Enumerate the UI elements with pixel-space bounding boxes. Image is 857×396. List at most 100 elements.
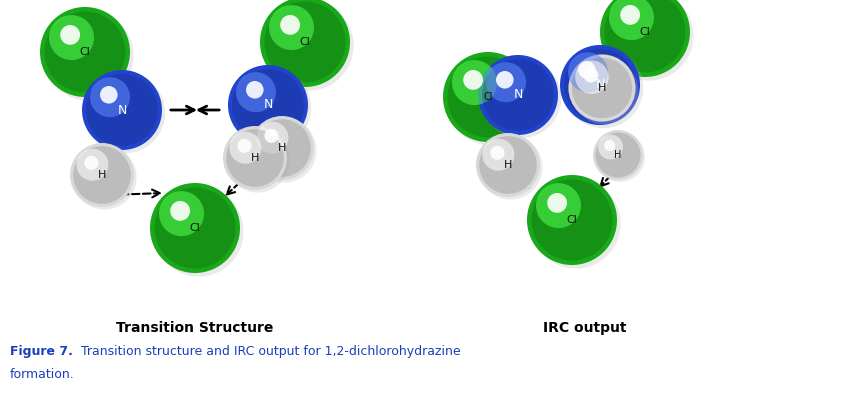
Circle shape bbox=[527, 175, 617, 265]
Circle shape bbox=[159, 191, 204, 236]
Circle shape bbox=[265, 2, 345, 82]
Text: Cl: Cl bbox=[189, 223, 201, 233]
Circle shape bbox=[76, 149, 108, 181]
Text: N: N bbox=[263, 99, 273, 112]
Circle shape bbox=[596, 133, 640, 177]
Circle shape bbox=[230, 132, 261, 164]
Circle shape bbox=[575, 61, 608, 94]
Text: H: H bbox=[251, 153, 259, 163]
Text: H: H bbox=[98, 170, 106, 180]
Circle shape bbox=[45, 11, 125, 93]
Circle shape bbox=[256, 122, 289, 154]
Circle shape bbox=[584, 68, 598, 83]
Circle shape bbox=[223, 126, 287, 190]
Circle shape bbox=[604, 140, 615, 151]
Text: N: N bbox=[513, 88, 523, 101]
Circle shape bbox=[60, 25, 80, 45]
Circle shape bbox=[560, 45, 640, 125]
Circle shape bbox=[154, 187, 236, 268]
Circle shape bbox=[478, 135, 542, 200]
Circle shape bbox=[563, 48, 644, 128]
Text: N: N bbox=[117, 103, 127, 116]
Circle shape bbox=[150, 183, 240, 273]
Circle shape bbox=[153, 187, 243, 276]
Circle shape bbox=[269, 5, 314, 50]
Text: Cl: Cl bbox=[80, 47, 91, 57]
Circle shape bbox=[246, 81, 264, 99]
Circle shape bbox=[482, 59, 554, 131]
Circle shape bbox=[548, 193, 567, 213]
Circle shape bbox=[620, 5, 640, 25]
Text: formation.: formation. bbox=[10, 367, 75, 381]
Circle shape bbox=[496, 71, 513, 89]
Circle shape bbox=[593, 130, 643, 180]
Circle shape bbox=[536, 183, 581, 228]
Circle shape bbox=[530, 179, 620, 268]
Circle shape bbox=[49, 15, 94, 60]
Text: Figure 7.: Figure 7. bbox=[10, 345, 73, 358]
Circle shape bbox=[609, 0, 654, 40]
Circle shape bbox=[446, 55, 536, 146]
Circle shape bbox=[600, 0, 690, 77]
Circle shape bbox=[481, 58, 561, 138]
Circle shape bbox=[226, 129, 284, 187]
Circle shape bbox=[490, 146, 505, 160]
Circle shape bbox=[564, 49, 636, 121]
Circle shape bbox=[598, 135, 623, 160]
Text: Cl: Cl bbox=[483, 92, 493, 102]
Circle shape bbox=[531, 179, 613, 261]
Circle shape bbox=[40, 7, 130, 97]
Circle shape bbox=[464, 70, 483, 90]
Circle shape bbox=[85, 73, 165, 153]
Circle shape bbox=[572, 58, 632, 118]
Circle shape bbox=[171, 201, 190, 221]
Text: Transition structure and IRC output for 1,2-dichlorohydrazine: Transition structure and IRC output for … bbox=[73, 345, 460, 358]
Circle shape bbox=[232, 69, 304, 141]
Circle shape bbox=[225, 129, 290, 192]
Text: N: N bbox=[596, 78, 605, 91]
Circle shape bbox=[479, 136, 536, 194]
Circle shape bbox=[260, 0, 350, 87]
Circle shape bbox=[486, 62, 526, 102]
Text: IRC output: IRC output bbox=[543, 321, 626, 335]
Circle shape bbox=[250, 116, 314, 180]
Circle shape bbox=[452, 60, 497, 105]
Circle shape bbox=[82, 70, 162, 150]
Circle shape bbox=[604, 0, 686, 72]
Circle shape bbox=[595, 132, 645, 182]
Circle shape bbox=[603, 0, 693, 81]
Circle shape bbox=[568, 52, 608, 92]
Circle shape bbox=[237, 139, 251, 153]
Text: H: H bbox=[278, 143, 286, 153]
Circle shape bbox=[228, 65, 308, 145]
Circle shape bbox=[73, 146, 131, 204]
Circle shape bbox=[70, 143, 134, 207]
Circle shape bbox=[264, 1, 354, 91]
Circle shape bbox=[90, 77, 130, 117]
Circle shape bbox=[478, 55, 558, 135]
Text: Cl: Cl bbox=[300, 37, 310, 47]
Circle shape bbox=[482, 139, 514, 171]
Circle shape bbox=[265, 129, 279, 143]
Circle shape bbox=[231, 68, 311, 148]
Circle shape bbox=[236, 72, 276, 112]
Circle shape bbox=[443, 52, 533, 142]
Circle shape bbox=[44, 11, 134, 101]
Circle shape bbox=[568, 54, 636, 122]
Circle shape bbox=[447, 57, 529, 137]
Circle shape bbox=[280, 15, 300, 35]
Circle shape bbox=[571, 57, 638, 124]
Circle shape bbox=[476, 133, 540, 197]
Circle shape bbox=[253, 118, 316, 183]
Text: H: H bbox=[504, 160, 512, 170]
Circle shape bbox=[100, 86, 117, 104]
Circle shape bbox=[86, 74, 158, 146]
Circle shape bbox=[84, 156, 99, 170]
Text: Transition Structure: Transition Structure bbox=[117, 321, 273, 335]
Text: Cl: Cl bbox=[639, 27, 650, 37]
Circle shape bbox=[578, 61, 596, 78]
Circle shape bbox=[73, 146, 136, 209]
Circle shape bbox=[253, 119, 311, 177]
Text: Cl: Cl bbox=[566, 215, 578, 225]
Text: H: H bbox=[614, 150, 621, 160]
